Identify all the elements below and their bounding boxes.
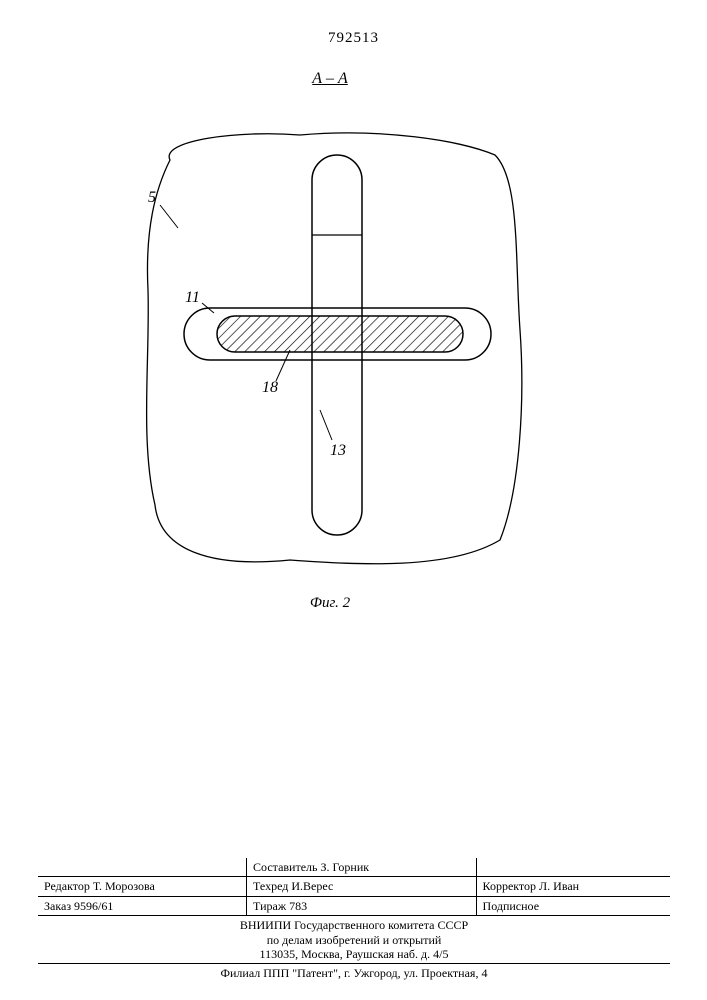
order-cell: Заказ 9596/61 <box>38 896 247 915</box>
techred-cell: Техред И.Верес <box>247 877 476 896</box>
page-number: 792513 <box>328 30 379 47</box>
callout-5-text: 5 <box>148 189 156 206</box>
callout-11-text: 11 <box>185 289 200 306</box>
leader-13 <box>320 410 332 440</box>
addr1-text: 113035, Москва, Раушская наб. д. 4/5 <box>260 947 449 961</box>
section-label: А – А <box>312 70 348 88</box>
compiler-cell: Составитель З. Горник <box>247 858 476 877</box>
leader-5 <box>160 205 178 228</box>
callout-13-text: 13 <box>330 442 346 459</box>
pin-18 <box>217 316 463 352</box>
circulation-cell: Тираж 783 <box>247 896 476 915</box>
technical-diagram: 5 11 18 13 <box>100 100 560 590</box>
callout-18-text: 18 <box>262 379 278 396</box>
subscription-cell: Подписное <box>476 896 670 915</box>
editor-cell: Редактор Т. Морозова <box>38 877 247 896</box>
org2-text: по делам изобретений и открытий <box>267 933 442 947</box>
org1-text: ВНИИПИ Государственного комитета СССР <box>240 918 468 932</box>
corrector-cell: Корректор Л. Иван <box>476 877 670 896</box>
leader-18 <box>276 350 290 381</box>
figure-area: А – А 5 11 18 13 Фиг. 2 <box>100 70 560 630</box>
colophon-block: Составитель З. Горник Редактор Т. Морозо… <box>38 858 670 983</box>
addr2-cell: Филиал ППП "Патент", г. Ужгород, ул. Про… <box>38 964 670 983</box>
colophon-table: Составитель З. Горник Редактор Т. Морозо… <box>38 858 670 983</box>
figure-caption: Фиг. 2 <box>310 595 350 612</box>
